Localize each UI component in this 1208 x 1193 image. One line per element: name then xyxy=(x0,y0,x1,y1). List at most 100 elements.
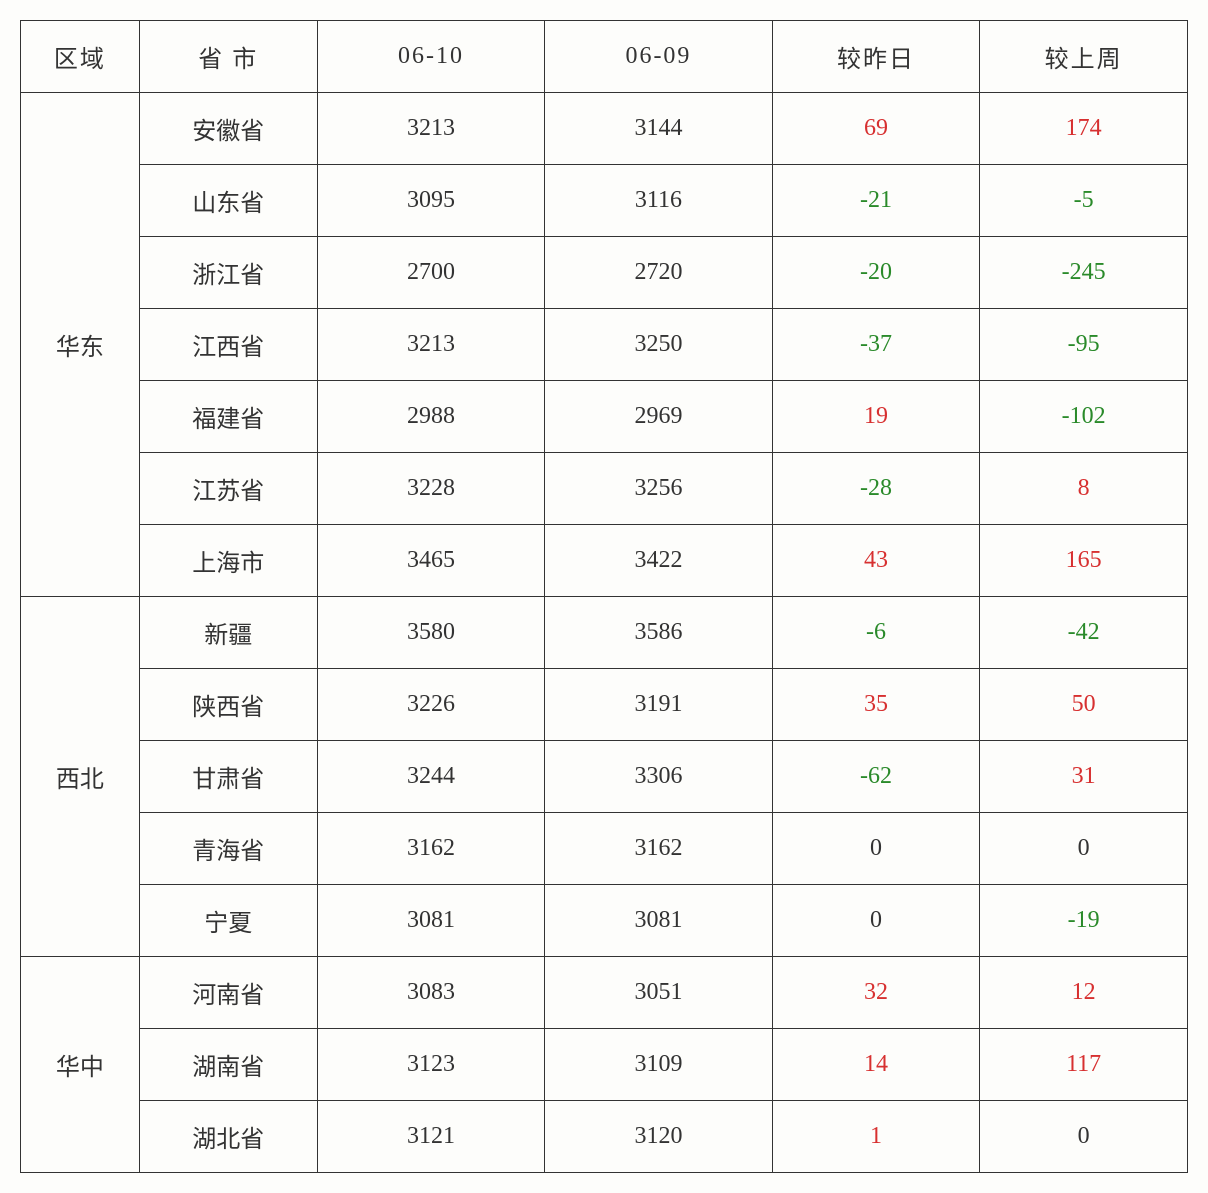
date2-cell: 3256 xyxy=(545,453,772,525)
date2-cell: 3051 xyxy=(545,957,772,1029)
date2-cell: 3250 xyxy=(545,309,772,381)
province-cell: 陕西省 xyxy=(139,669,317,741)
date1-cell: 3083 xyxy=(317,957,544,1029)
price-table: 区域 省 市 06-10 06-09 较昨日 较上周 华东安徽省32133144… xyxy=(20,20,1188,1173)
date2-cell: 3586 xyxy=(545,597,772,669)
province-cell: 河南省 xyxy=(139,957,317,1029)
date2-cell: 3144 xyxy=(545,93,772,165)
diff-week-cell: -5 xyxy=(980,165,1188,237)
date1-cell: 3580 xyxy=(317,597,544,669)
diff-day-cell: 35 xyxy=(772,669,980,741)
date1-cell: 2988 xyxy=(317,381,544,453)
date1-cell: 3465 xyxy=(317,525,544,597)
date1-cell: 3244 xyxy=(317,741,544,813)
diff-day-cell: 43 xyxy=(772,525,980,597)
diff-day-cell: 32 xyxy=(772,957,980,1029)
date2-cell: 3422 xyxy=(545,525,772,597)
diff-week-cell: 165 xyxy=(980,525,1188,597)
diff-day-cell: 0 xyxy=(772,813,980,885)
date2-cell: 3306 xyxy=(545,741,772,813)
table-row: 陕西省322631913550 xyxy=(21,669,1188,741)
table-body: 华东安徽省3213314469174山东省30953116-21-5浙江省270… xyxy=(21,93,1188,1173)
date1-cell: 3095 xyxy=(317,165,544,237)
table-row: 湖北省3121312010 xyxy=(21,1101,1188,1173)
header-date2: 06-09 xyxy=(545,21,772,93)
diff-day-cell: 69 xyxy=(772,93,980,165)
date1-cell: 2700 xyxy=(317,237,544,309)
date1-cell: 3213 xyxy=(317,93,544,165)
date1-cell: 3213 xyxy=(317,309,544,381)
header-row: 区域 省 市 06-10 06-09 较昨日 较上周 xyxy=(21,21,1188,93)
date2-cell: 3081 xyxy=(545,885,772,957)
region-cell: 西北 xyxy=(21,597,140,957)
diff-day-cell: -28 xyxy=(772,453,980,525)
table-row: 甘肃省32443306-6231 xyxy=(21,741,1188,813)
table-row: 江苏省32283256-288 xyxy=(21,453,1188,525)
diff-week-cell: -102 xyxy=(980,381,1188,453)
table-row: 江西省32133250-37-95 xyxy=(21,309,1188,381)
diff-week-cell: 0 xyxy=(980,813,1188,885)
date1-cell: 3162 xyxy=(317,813,544,885)
diff-day-cell: 1 xyxy=(772,1101,980,1173)
header-date1: 06-10 xyxy=(317,21,544,93)
province-cell: 新疆 xyxy=(139,597,317,669)
province-cell: 浙江省 xyxy=(139,237,317,309)
diff-day-cell: -20 xyxy=(772,237,980,309)
diff-week-cell: 117 xyxy=(980,1029,1188,1101)
diff-day-cell: 0 xyxy=(772,885,980,957)
diff-week-cell: 174 xyxy=(980,93,1188,165)
table-row: 山东省30953116-21-5 xyxy=(21,165,1188,237)
header-province: 省 市 xyxy=(139,21,317,93)
province-cell: 甘肃省 xyxy=(139,741,317,813)
date2-cell: 3120 xyxy=(545,1101,772,1173)
diff-week-cell: 50 xyxy=(980,669,1188,741)
province-cell: 山东省 xyxy=(139,165,317,237)
date2-cell: 3116 xyxy=(545,165,772,237)
date1-cell: 3081 xyxy=(317,885,544,957)
province-cell: 福建省 xyxy=(139,381,317,453)
region-cell: 华中 xyxy=(21,957,140,1173)
header-diff-day: 较昨日 xyxy=(772,21,980,93)
date1-cell: 3121 xyxy=(317,1101,544,1173)
table-row: 青海省3162316200 xyxy=(21,813,1188,885)
diff-day-cell: 14 xyxy=(772,1029,980,1101)
header-diff-week: 较上周 xyxy=(980,21,1188,93)
table-row: 华东安徽省3213314469174 xyxy=(21,93,1188,165)
province-cell: 安徽省 xyxy=(139,93,317,165)
diff-week-cell: -42 xyxy=(980,597,1188,669)
province-cell: 湖南省 xyxy=(139,1029,317,1101)
table-row: 湖南省3123310914117 xyxy=(21,1029,1188,1101)
date2-cell: 2969 xyxy=(545,381,772,453)
date2-cell: 3191 xyxy=(545,669,772,741)
province-cell: 宁夏 xyxy=(139,885,317,957)
diff-week-cell: 31 xyxy=(980,741,1188,813)
province-cell: 湖北省 xyxy=(139,1101,317,1173)
diff-week-cell: -245 xyxy=(980,237,1188,309)
diff-day-cell: -21 xyxy=(772,165,980,237)
province-cell: 江苏省 xyxy=(139,453,317,525)
diff-week-cell: 8 xyxy=(980,453,1188,525)
province-cell: 青海省 xyxy=(139,813,317,885)
date2-cell: 2720 xyxy=(545,237,772,309)
region-cell: 华东 xyxy=(21,93,140,597)
diff-day-cell: -37 xyxy=(772,309,980,381)
table-row: 浙江省27002720-20-245 xyxy=(21,237,1188,309)
diff-day-cell: -62 xyxy=(772,741,980,813)
diff-week-cell: -19 xyxy=(980,885,1188,957)
province-cell: 上海市 xyxy=(139,525,317,597)
diff-day-cell: 19 xyxy=(772,381,980,453)
date1-cell: 3226 xyxy=(317,669,544,741)
diff-week-cell: 12 xyxy=(980,957,1188,1029)
province-cell: 江西省 xyxy=(139,309,317,381)
date2-cell: 3162 xyxy=(545,813,772,885)
table-row: 宁夏308130810-19 xyxy=(21,885,1188,957)
table-row: 西北新疆35803586-6-42 xyxy=(21,597,1188,669)
date1-cell: 3228 xyxy=(317,453,544,525)
date2-cell: 3109 xyxy=(545,1029,772,1101)
diff-week-cell: 0 xyxy=(980,1101,1188,1173)
table-row: 华中河南省308330513212 xyxy=(21,957,1188,1029)
diff-week-cell: -95 xyxy=(980,309,1188,381)
table-row: 福建省2988296919-102 xyxy=(21,381,1188,453)
table-row: 上海市3465342243165 xyxy=(21,525,1188,597)
header-region: 区域 xyxy=(21,21,140,93)
